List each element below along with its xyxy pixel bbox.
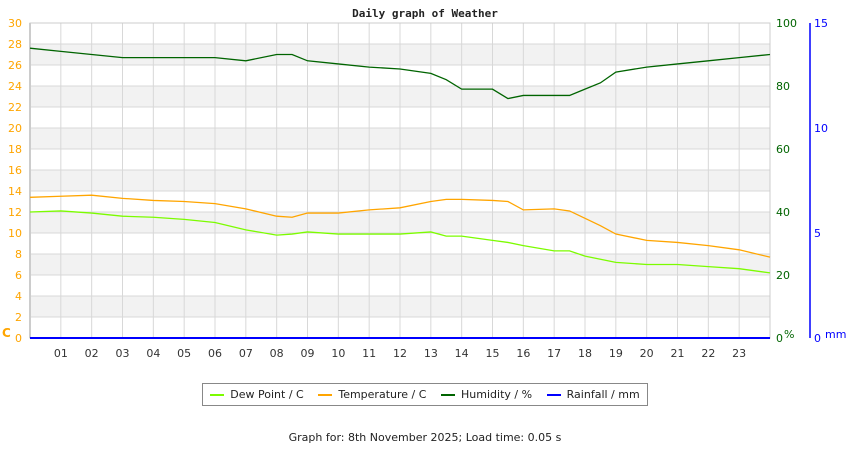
x-tick-label: 15 — [486, 347, 500, 360]
legend-label: Rainfall / mm — [566, 388, 640, 401]
x-tick-label: 07 — [239, 347, 253, 360]
x-tick-label: 16 — [516, 347, 530, 360]
y-rain-tick-label: 0 — [814, 332, 821, 345]
legend-item: Humidity / % — [441, 388, 532, 401]
x-tick-label: 02 — [85, 347, 99, 360]
series-line-dew — [29, 210, 771, 274]
x-tick-label: 05 — [177, 347, 191, 360]
x-tick-label: 17 — [547, 347, 561, 360]
y-rain-tick-label: 5 — [814, 227, 821, 240]
y-left-tick-label: 26 — [8, 59, 22, 72]
y-left-tick-label: 10 — [8, 227, 22, 240]
footer-text: Graph for: 8th November 2025; Load time:… — [288, 431, 562, 444]
x-tick-label: 14 — [455, 347, 469, 360]
legend-item: Dew Point / C — [210, 388, 304, 401]
x-tick-label: 21 — [671, 347, 685, 360]
x-tick-label: 03 — [116, 347, 130, 360]
legend-swatch — [546, 393, 561, 396]
y-left-tick-label: 4 — [15, 290, 22, 303]
series-line-temperature — [29, 194, 771, 258]
x-tick-label: 09 — [301, 347, 315, 360]
y-left-tick-label: 28 — [8, 38, 22, 51]
y-left-tick-label: 2 — [15, 311, 22, 324]
y-right-tick-label: 80 — [776, 80, 790, 93]
y-right-label: % — [784, 328, 794, 341]
y-left-tick-label: 8 — [15, 248, 22, 261]
y-left-tick-label: 12 — [8, 206, 22, 219]
legend-label: Temperature / C — [338, 388, 427, 401]
y-left-tick-label: 16 — [8, 164, 22, 177]
legend: Dew Point / C Temperature / C Humidity / %… — [202, 383, 648, 406]
x-tick-label: 04 — [146, 347, 160, 360]
legend-swatch — [318, 393, 333, 396]
x-tick-label: 12 — [393, 347, 407, 360]
x-tick-label: 20 — [640, 347, 654, 360]
y-rain-label: mm — [825, 328, 846, 341]
y-right-tick-label: 40 — [776, 206, 790, 219]
y-left-tick-label: 22 — [8, 101, 22, 114]
legend-item: Temperature / C — [318, 388, 426, 401]
y-right-tick-label: 100 — [776, 17, 797, 30]
y-left-tick-label: 14 — [8, 185, 22, 198]
y-right-tick-label: 0 — [776, 332, 783, 345]
legend-swatch — [210, 393, 225, 396]
legend-label: Dew Point / C — [230, 388, 304, 401]
legend-item: Rainfall / mm — [546, 388, 640, 401]
x-tick-label: 06 — [208, 347, 222, 360]
y-right-tick-label: 60 — [776, 143, 790, 156]
x-tick-label: 11 — [362, 347, 376, 360]
y-left-tick-label: 0 — [15, 332, 22, 345]
x-tick-label: 18 — [578, 347, 592, 360]
legend-label: Humidity / % — [461, 388, 533, 401]
y-left-tick-label: 24 — [8, 80, 22, 93]
y-rain-tick-label: 15 — [814, 17, 828, 30]
x-tick-label: 10 — [331, 347, 345, 360]
x-tick-label: 22 — [701, 347, 715, 360]
y-left-tick-label: 20 — [8, 122, 22, 135]
x-tick-label: 01 — [54, 347, 68, 360]
y-left-tick-label: 6 — [15, 269, 22, 282]
y-left-label: C — [2, 326, 11, 340]
chart-title: Daily graph of Weather — [352, 7, 498, 20]
legend-swatch — [441, 393, 456, 396]
x-tick-label: 23 — [732, 347, 746, 360]
y-left-tick-label: 30 — [8, 17, 22, 30]
y-rain-tick-label: 10 — [814, 122, 828, 135]
y-left-tick-label: 18 — [8, 143, 22, 156]
y-right-tick-label: 20 — [776, 269, 790, 282]
x-tick-label: 13 — [424, 347, 438, 360]
series-line-humidity — [29, 47, 771, 100]
x-tick-label: 19 — [609, 347, 623, 360]
x-tick-label: 08 — [270, 347, 284, 360]
